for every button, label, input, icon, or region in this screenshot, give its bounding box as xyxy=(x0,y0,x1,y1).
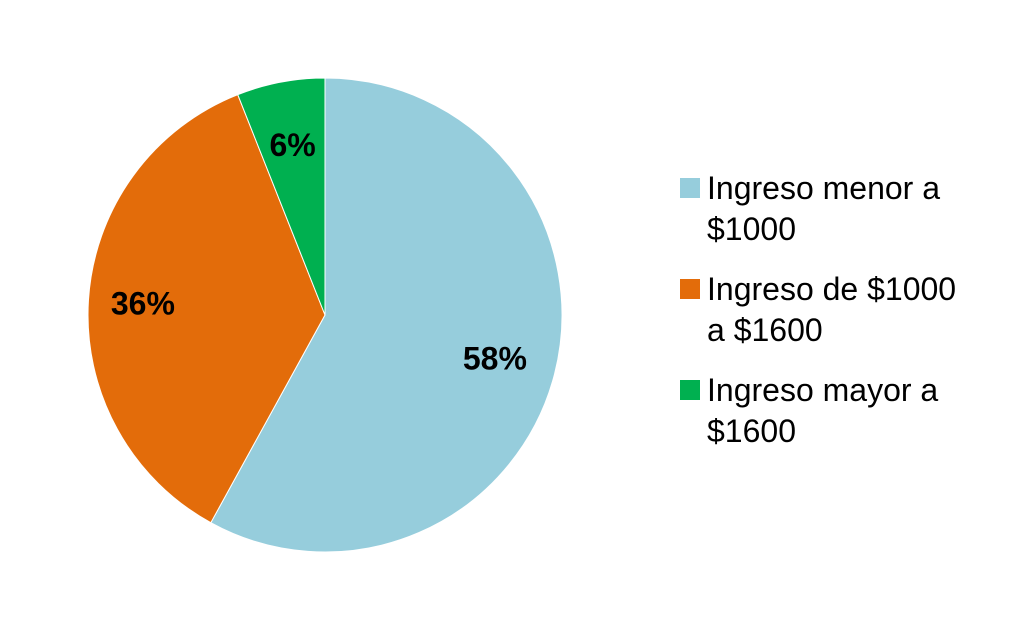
pie-slice-ingreso-mayor xyxy=(237,77,326,316)
pie-slice-ingreso-menor xyxy=(210,77,563,553)
data-label-6: 6% xyxy=(269,127,315,163)
legend-label: Ingreso de $1000 a $1600 xyxy=(707,271,957,348)
legend-swatch xyxy=(680,279,700,299)
pie-slice-ingreso-medio xyxy=(87,93,326,524)
legend-item-ingreso-menor: Ingreso menor a $1000 xyxy=(680,168,1010,250)
data-label-58: 58% xyxy=(463,341,527,377)
legend-item-ingreso-mayor: Ingreso mayor a $1600 xyxy=(680,370,1010,452)
legend-swatch xyxy=(680,178,700,198)
data-label-36: 36% xyxy=(111,286,175,322)
legend-item-ingreso-medio: Ingreso de $1000 a $1600 xyxy=(680,269,1010,351)
legend: Ingreso menor a $1000 Ingreso de $1000 a… xyxy=(680,168,1010,471)
legend-label: Ingreso menor a $1000 xyxy=(707,170,941,247)
legend-swatch xyxy=(680,380,700,400)
legend-label: Ingreso mayor a $1600 xyxy=(707,372,939,449)
